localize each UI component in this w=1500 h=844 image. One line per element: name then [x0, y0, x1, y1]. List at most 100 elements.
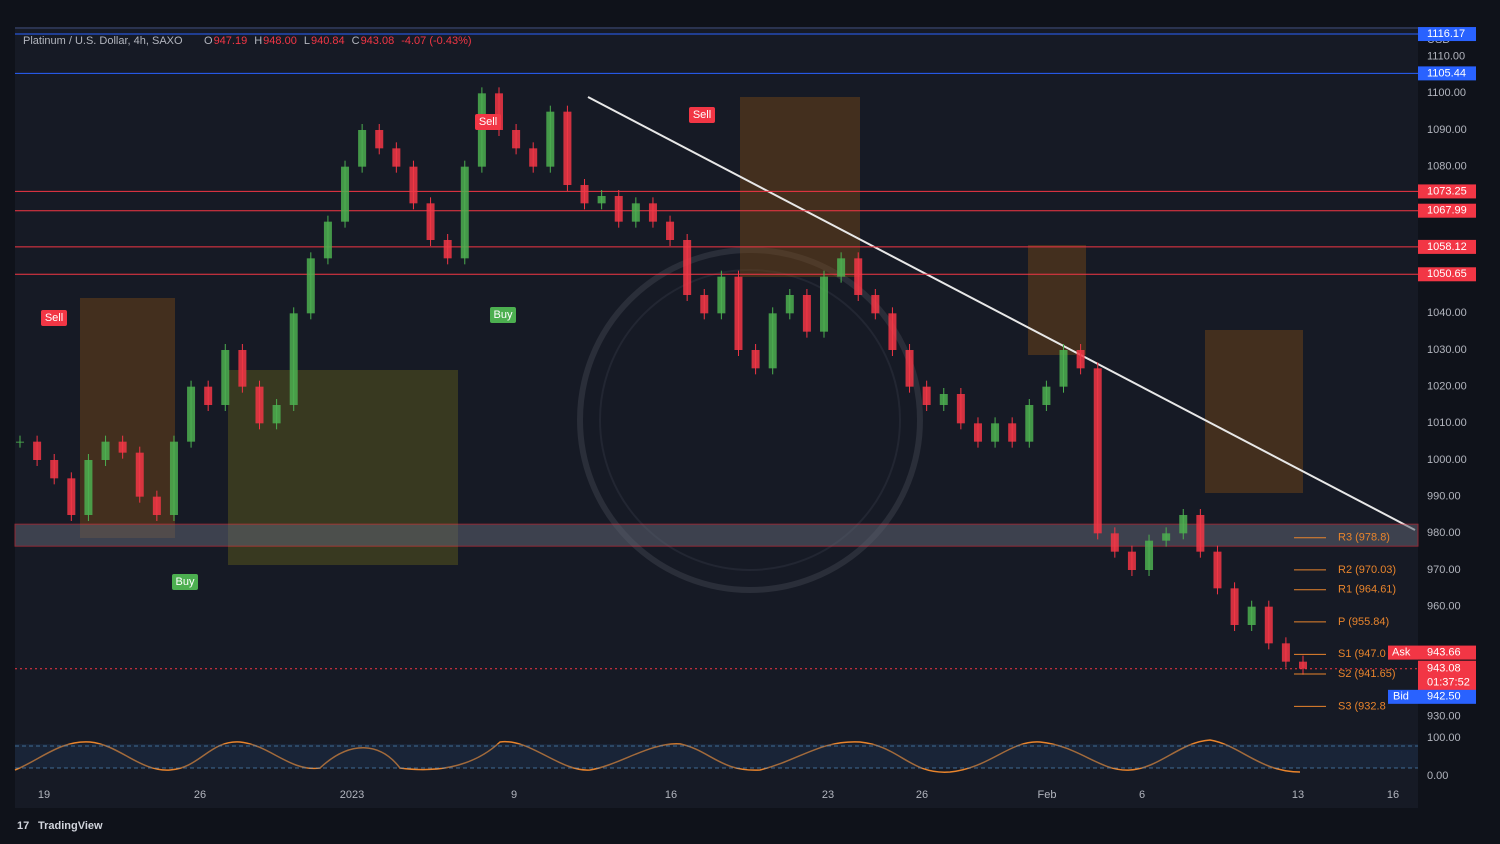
signal-badge — [475, 114, 501, 130]
candle — [1196, 515, 1205, 552]
candle — [1110, 533, 1119, 552]
osc-tick-label: 100.00 — [1427, 732, 1461, 744]
candle — [1025, 405, 1034, 442]
y-tick-label: 1100.00 — [1427, 87, 1466, 99]
level-label: 1067.99 — [1427, 205, 1467, 217]
candle — [717, 276, 726, 314]
zone-box — [1028, 245, 1086, 355]
candle — [1281, 643, 1290, 662]
ohlc-key: C — [352, 35, 360, 47]
y-tick-label: 1030.00 — [1427, 344, 1467, 356]
candle — [272, 405, 281, 424]
candle — [905, 350, 914, 387]
x-tick-label: 16 — [1387, 789, 1399, 801]
symbol: Platinum / U.S. Dollar, 4h, SAXO — [23, 35, 183, 47]
level-tag — [1418, 66, 1476, 81]
watermark — [577, 247, 923, 593]
ask-tag — [1388, 645, 1476, 660]
candle — [785, 295, 794, 314]
candle — [768, 313, 777, 369]
candle — [1264, 606, 1273, 644]
pivot-label: R2 (970.03) — [1338, 564, 1396, 576]
x-tick-label: 23 — [822, 789, 834, 801]
candle — [648, 203, 657, 222]
candle — [33, 441, 42, 460]
candle — [1076, 350, 1085, 369]
candle — [546, 111, 555, 167]
candle — [854, 258, 863, 295]
candle — [922, 386, 931, 405]
candle — [135, 452, 144, 497]
change: -4.07 (-0.43%) — [401, 35, 471, 47]
candle — [443, 240, 452, 259]
ohlc-key: O — [204, 35, 213, 47]
candle — [1093, 368, 1102, 534]
ask-label: Ask — [1392, 646, 1411, 658]
y-tick-label: 960.00 — [1427, 601, 1461, 613]
candle — [529, 148, 538, 167]
candle — [426, 203, 435, 240]
y-tick-label: 1080.00 — [1427, 161, 1467, 173]
signal-badge — [172, 574, 198, 590]
candle — [1247, 606, 1256, 625]
level-tag — [1418, 184, 1476, 199]
level-label: 1116.17 — [1427, 28, 1465, 40]
ohlc-value: 948.00 — [263, 35, 297, 47]
candle — [973, 423, 982, 442]
x-tick-label: 6 — [1139, 789, 1145, 801]
signal-label: Sell — [479, 116, 497, 128]
chart-pane — [15, 28, 1418, 808]
y-tick-label: 980.00 — [1427, 527, 1461, 539]
candle — [1179, 515, 1188, 534]
x-tick-label: 13 — [1292, 789, 1304, 801]
top-border — [15, 27, 1418, 29]
candle — [494, 93, 503, 130]
candle — [289, 313, 298, 405]
y-tick-label: 1110.00 — [1427, 51, 1465, 63]
candle — [67, 478, 76, 515]
ohlc-legend: O 947.19 H 948.00 L 940.84 C 943.08 -4.07 (-0.43… — [204, 35, 472, 47]
candle — [16, 441, 24, 443]
watermark — [599, 269, 901, 571]
brand-logo: 17 — [17, 820, 29, 832]
candle — [358, 130, 367, 167]
candle — [409, 166, 418, 204]
candle — [392, 148, 401, 167]
y-tick-label: 1010.00 — [1427, 417, 1467, 429]
y-tick-label: 1020.00 — [1427, 381, 1467, 393]
level-tag — [1418, 203, 1476, 218]
candle — [187, 386, 196, 442]
candle — [1042, 386, 1051, 405]
candle — [683, 240, 692, 295]
oscillator-band — [15, 744, 1418, 768]
x-tick-label: Feb — [1038, 789, 1057, 801]
candle — [101, 441, 110, 460]
candle — [204, 386, 213, 405]
y-tick-label: 930.00 — [1427, 711, 1461, 723]
candle — [991, 423, 1000, 442]
candle — [1145, 540, 1154, 570]
level-label: 1058.12 — [1427, 241, 1467, 253]
y-tick-label: 1040.00 — [1427, 307, 1467, 319]
candle — [597, 196, 606, 204]
last-tag — [1418, 660, 1476, 691]
candle — [751, 350, 760, 369]
candle — [84, 460, 93, 515]
candle — [939, 394, 948, 405]
candle — [118, 441, 127, 453]
signal-badge — [689, 107, 715, 123]
countdown: 01:37:52 — [1427, 677, 1470, 689]
candle — [221, 350, 230, 405]
pivot-label: S3 (932.8 — [1338, 700, 1386, 712]
y-tick-label: 1090.00 — [1427, 124, 1467, 136]
x-tick-label: 26 — [916, 789, 928, 801]
pivot-label: P (955.84) — [1338, 616, 1389, 628]
y-tick-label: 990.00 — [1427, 491, 1461, 503]
candle — [956, 394, 965, 424]
x-tick-label: 9 — [511, 789, 517, 801]
candle — [666, 221, 675, 240]
candle — [888, 313, 897, 350]
brand: TradingView — [38, 820, 103, 832]
